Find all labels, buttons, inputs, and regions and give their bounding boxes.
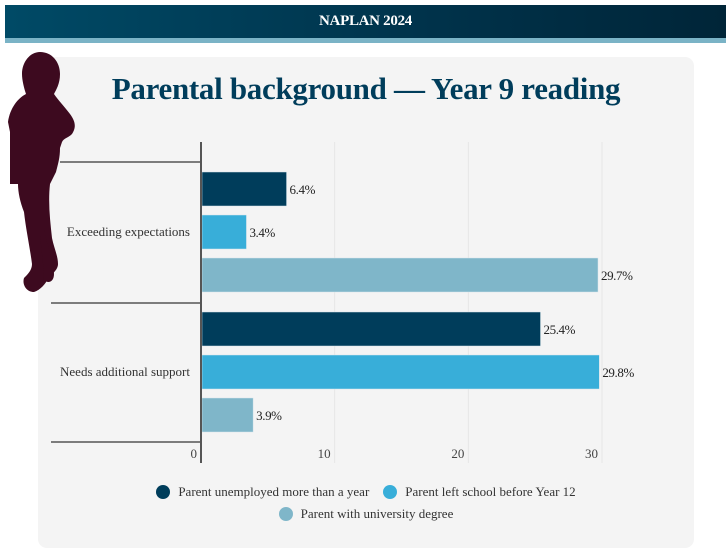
data-labels: 6.4% 3.4% 29.7% 25.4% 29.8% 3.9% [249, 182, 634, 423]
bar [201, 257, 599, 293]
data-label: 25.4% [544, 322, 576, 337]
data-label: 6.4% [290, 182, 316, 197]
bars [201, 171, 600, 433]
legend-label: Parent with university degree [300, 506, 454, 521]
bar [201, 311, 541, 347]
legend-label: Parent unemployed more than a year [178, 484, 370, 499]
student-silhouette-icon [8, 52, 75, 292]
data-label: 29.8% [602, 365, 634, 380]
legend-dot-left-school [383, 485, 398, 499]
gridlines [334, 142, 603, 463]
x-tick-label: 0 [191, 446, 198, 461]
data-label: 3.4% [249, 225, 275, 240]
legend-item-unemployed: Parent unemployed more than a year [156, 484, 369, 500]
category-label: Needs additional support [60, 364, 190, 379]
x-tick-label: 30 [585, 446, 598, 461]
row-dividers [51, 161, 201, 443]
bar [201, 354, 600, 390]
legend-dot-unemployed [156, 485, 171, 499]
x-tick-label: 10 [318, 446, 331, 461]
chart-title: Parental background — Year 9 reading [111, 71, 621, 106]
x-tick-labels: 0 10 20 30 [191, 446, 599, 461]
x-tick-label: 20 [451, 446, 464, 461]
bar [201, 171, 287, 207]
category-labels: Exceeding expectations Needs additional s… [60, 224, 190, 379]
legend: Parent unemployed more than a year Paren… [38, 484, 694, 522]
legend-item-university: Parent with university degree [278, 506, 454, 522]
legend-item-left-school: Parent left school before Year 12 [383, 484, 576, 500]
bar [201, 214, 247, 250]
data-label: 3.9% [256, 408, 282, 423]
legend-dot-university [278, 507, 293, 521]
header-accent-strip [5, 38, 726, 43]
page-header: NAPLAN 2024 [5, 5, 726, 38]
data-label: 29.7% [601, 268, 633, 283]
bar [201, 397, 254, 433]
legend-label: Parent left school before Year 12 [405, 484, 576, 499]
category-label: Exceeding expectations [67, 224, 190, 239]
